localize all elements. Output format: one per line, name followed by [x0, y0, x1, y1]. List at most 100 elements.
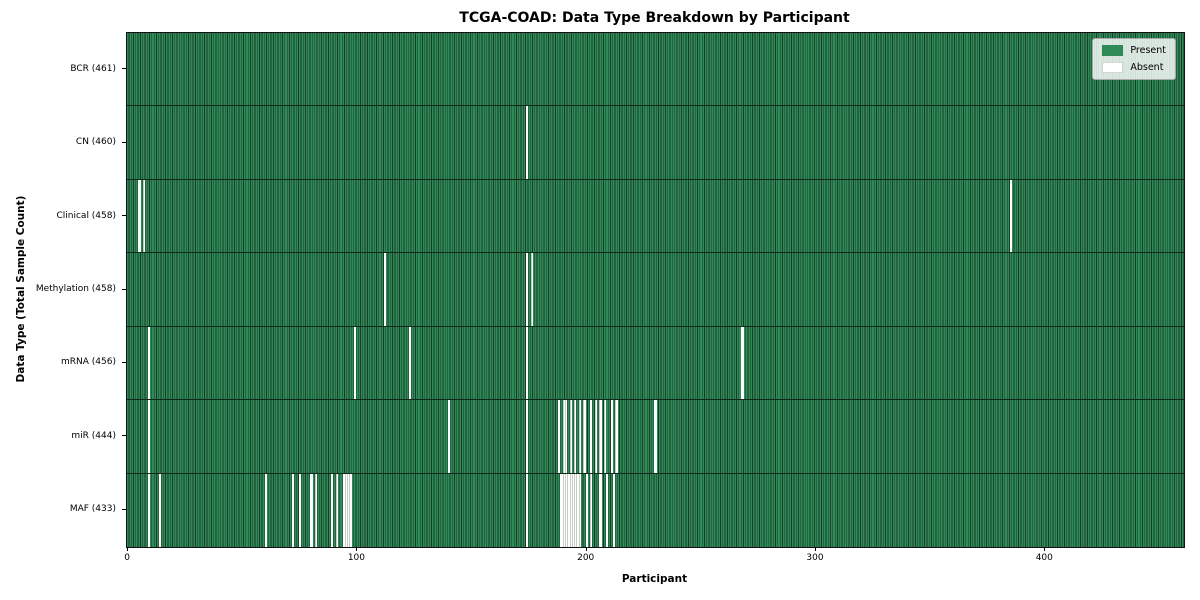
y-tick-label: miR (444)	[71, 430, 116, 441]
absent-mark	[562, 400, 565, 473]
y-tick-label: Methylation (458)	[35, 284, 116, 294]
row-clinical	[127, 179, 1184, 254]
x-axis-ticks: 0 100 200 300 400	[124, 547, 1183, 573]
absent-mark	[606, 473, 609, 547]
absent-mark	[525, 326, 529, 400]
absent-mark	[315, 473, 318, 547]
absent-mark	[560, 473, 563, 547]
y-tick-label: mRNA (456)	[61, 357, 116, 368]
absent-mark	[409, 326, 412, 400]
legend-entry-present: Present	[1102, 45, 1166, 56]
absent-mark	[298, 473, 302, 547]
y-tick-label: BCR (461)	[70, 63, 116, 74]
x-tick-label: 300	[806, 553, 824, 563]
absent-mark	[383, 253, 387, 326]
y-tick-label: CN (460)	[75, 137, 116, 148]
y-tick-label: Clinical (458)	[56, 210, 116, 221]
absent-mark	[574, 400, 577, 473]
absent-mark	[615, 400, 618, 473]
plot-area	[126, 32, 1185, 548]
x-axis-label: Participant	[621, 573, 688, 585]
absent-mark	[159, 473, 162, 547]
absent-mark	[335, 473, 338, 547]
absent-mark	[590, 400, 593, 473]
x-tick-mark	[585, 547, 587, 551]
x-tick-label: 400	[1035, 553, 1053, 563]
absent-mark	[147, 326, 150, 400]
absent-mark	[594, 400, 598, 473]
absent-mark	[603, 400, 607, 473]
absent-mark	[599, 400, 602, 473]
absent-mark	[569, 400, 572, 473]
absent-mark	[525, 473, 529, 547]
row-maf	[127, 473, 1184, 547]
absent-mark	[292, 473, 295, 547]
x-tick-mark	[814, 547, 816, 551]
absent-mark	[525, 253, 529, 326]
absent-mark	[1009, 179, 1013, 253]
absent-mark	[447, 400, 451, 473]
y-tick-mark	[122, 68, 126, 70]
absent-mark	[525, 106, 529, 179]
row-cn	[127, 106, 1184, 180]
absent-mark	[578, 400, 581, 473]
absent-mark	[578, 473, 581, 547]
row-methylation	[127, 253, 1184, 327]
absent-mark	[741, 326, 744, 400]
x-tick-label: 0	[124, 553, 131, 563]
absent-mark	[349, 473, 352, 547]
y-axis-ticks: BCR (461) CN (460) Clinical (458) Methylati…	[0, 32, 126, 546]
absent-mark	[558, 400, 561, 473]
absent-mark	[310, 473, 313, 547]
x-tick-label: 200	[577, 553, 595, 563]
y-tick-mark	[122, 435, 126, 437]
absent-mark	[353, 326, 357, 400]
absent-mark	[574, 473, 577, 547]
absent-mark	[569, 473, 572, 547]
x-tick-mark	[356, 547, 358, 551]
y-tick-mark	[122, 141, 126, 143]
y-tick-mark	[122, 215, 126, 217]
absent-mark	[530, 253, 533, 326]
row-mir	[127, 400, 1184, 474]
absent-mark	[576, 473, 579, 547]
legend-label: Present	[1130, 45, 1166, 56]
absent-mark	[143, 179, 146, 253]
legend: Present Absent	[1092, 38, 1176, 80]
absent-mark	[147, 473, 150, 547]
legend-entry-absent: Absent	[1102, 62, 1166, 73]
chart-title: TCGA-COAD: Data Type Breakdown by Partic…	[459, 10, 850, 26]
absent-mark	[564, 473, 568, 547]
y-tick-mark	[122, 361, 126, 363]
absent-mark	[331, 473, 334, 547]
absent-mark	[613, 473, 616, 547]
absent-swatch-icon	[1102, 62, 1124, 73]
absent-mark	[590, 473, 593, 547]
absent-mark	[347, 473, 350, 547]
present-swatch-icon	[1102, 45, 1124, 56]
y-tick-mark	[122, 288, 126, 290]
absent-mark	[585, 473, 588, 547]
absent-mark	[599, 473, 602, 547]
absent-mark	[567, 473, 570, 547]
absent-mark	[342, 473, 345, 547]
x-tick-mark	[1044, 547, 1046, 551]
x-tick-mark	[127, 547, 129, 551]
absent-mark	[525, 400, 529, 473]
absent-mark	[147, 400, 150, 473]
absent-mark	[138, 179, 141, 253]
row-bcr	[127, 33, 1184, 107]
absent-mark	[654, 400, 657, 473]
absent-mark	[571, 473, 575, 547]
absent-mark	[344, 473, 348, 547]
legend-label: Absent	[1130, 62, 1164, 73]
row-mrna	[127, 326, 1184, 401]
x-tick-label: 100	[347, 553, 366, 563]
y-tick-label: MAF (433)	[69, 504, 116, 515]
absent-mark	[562, 473, 565, 547]
y-tick-mark	[122, 508, 126, 510]
absent-mark	[564, 400, 568, 473]
absent-mark	[264, 473, 267, 547]
absent-mark	[610, 400, 614, 473]
